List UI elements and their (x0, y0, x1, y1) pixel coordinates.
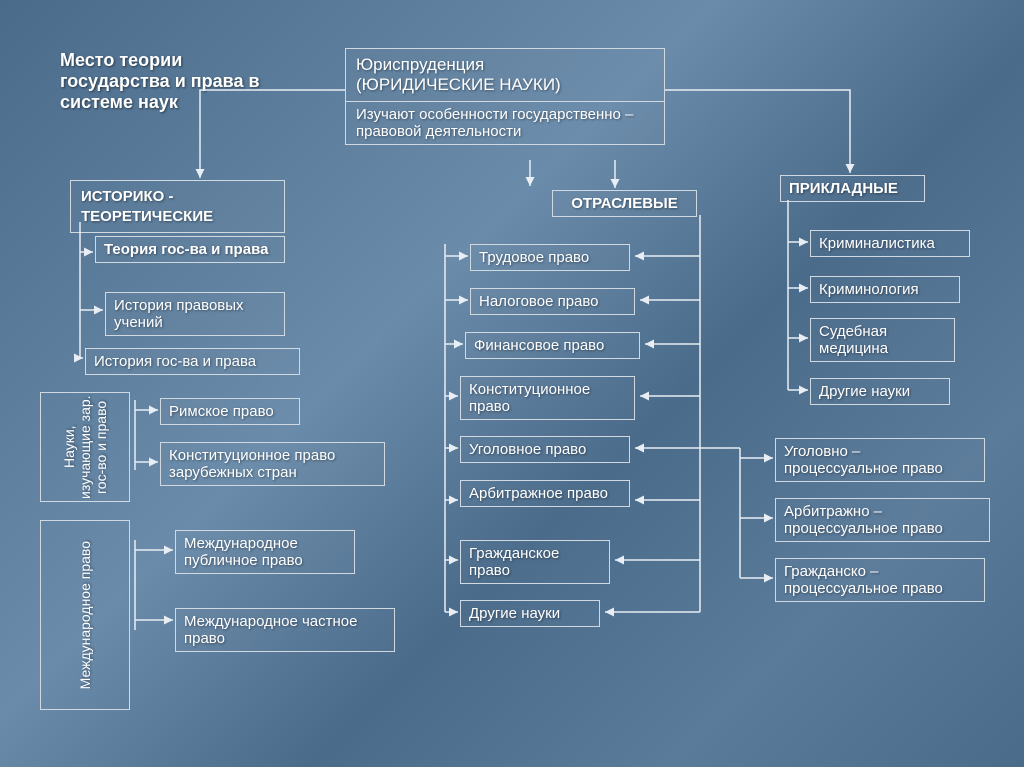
root-box: Юриспруденция (ЮРИДИЧЕСКИЕ НАУКИ) Изучаю… (345, 48, 665, 145)
branch-e: Уголовное право (460, 436, 630, 463)
cat-historic: ИСТОРИКО - ТЕОРЕТИЧЕСКИЕ (70, 180, 285, 233)
root-subtext: Изучают особенности государственно – пра… (356, 106, 633, 140)
foreign-label: Науки, изучающие зар. гос-во и право (40, 392, 130, 502)
branch-g: Гражданское право (460, 540, 610, 584)
historic-b: История правовых учений (105, 292, 285, 336)
foreign-a: Римское право (160, 398, 300, 425)
diagram-title: Место теории государства и права в систе… (60, 50, 280, 113)
foreign-b: Конституционное право зарубежных стран (160, 442, 385, 486)
branch-h: Другие науки (460, 600, 600, 627)
proc-a: Уголовно – процессуальное право (775, 438, 985, 482)
branch-b: Налоговое право (470, 288, 635, 315)
intl-a: Международное публичное право (175, 530, 355, 574)
historic-c: История гос-ва и права (85, 348, 300, 375)
historic-a: Теория гос-ва и права (95, 236, 285, 263)
branch-a: Трудовое право (470, 244, 630, 271)
root-line1: Юриспруденция (356, 55, 484, 74)
intl-label: Международное право (40, 520, 130, 710)
cat-applied: ПРИКЛАДНЫЕ (780, 175, 925, 202)
branch-d: Конституционное право (460, 376, 635, 420)
applied-d: Другие науки (810, 378, 950, 405)
intl-b: Международное частное право (175, 608, 395, 652)
applied-b: Криминология (810, 276, 960, 303)
root-line2: (ЮРИДИЧЕСКИЕ НАУКИ) (356, 75, 561, 94)
proc-c: Гражданско – процессуальное право (775, 558, 985, 602)
branch-c: Финансовое право (465, 332, 640, 359)
cat-branch: ОТРАСЛЕВЫЕ (552, 190, 697, 217)
applied-a: Криминалистика (810, 230, 970, 257)
applied-c: Судебная медицина (810, 318, 955, 362)
proc-b: Арбитражно – процессуальное право (775, 498, 990, 542)
branch-f: Арбитражное право (460, 480, 630, 507)
